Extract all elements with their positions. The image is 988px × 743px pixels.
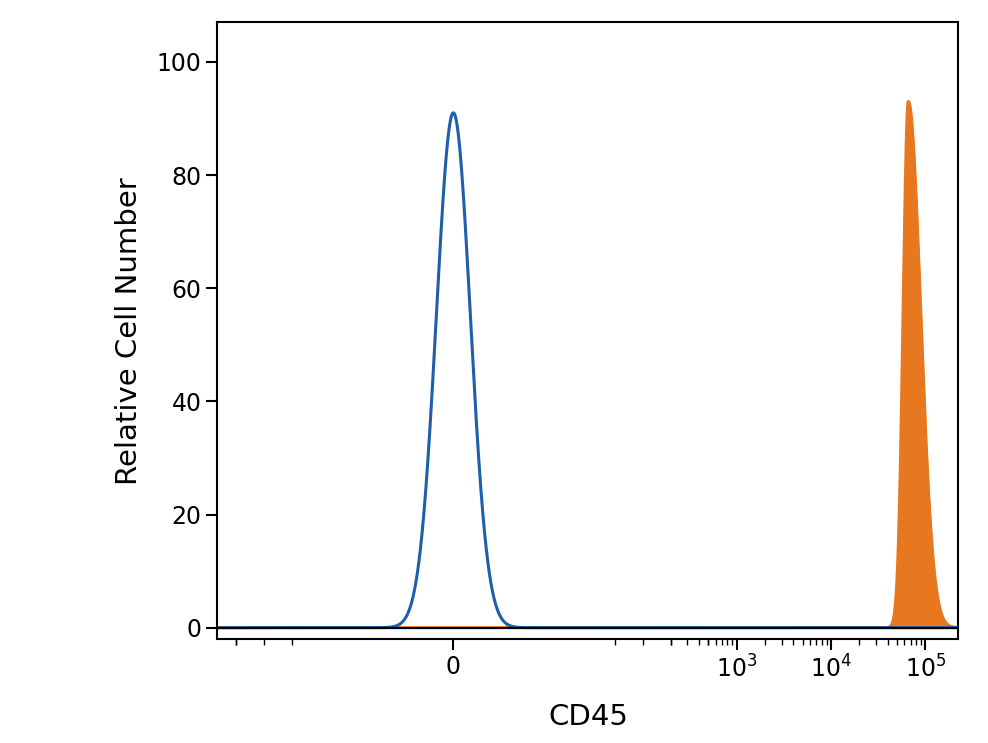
- Y-axis label: Relative Cell Number: Relative Cell Number: [115, 177, 142, 484]
- X-axis label: CD45: CD45: [548, 703, 627, 731]
